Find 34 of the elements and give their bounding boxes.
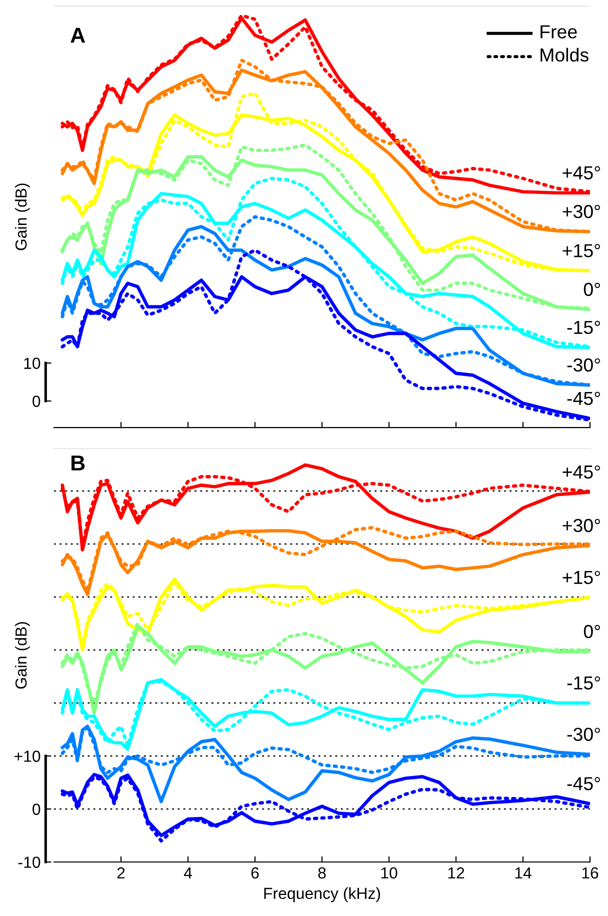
annotation: A xyxy=(70,28,86,43)
series-label: 0° xyxy=(584,282,600,296)
annotation: Free xyxy=(540,25,577,38)
series-label: +15° xyxy=(562,244,600,258)
series-label: -15° xyxy=(567,320,600,334)
series-label: +45° xyxy=(562,465,600,479)
series-label: +15° xyxy=(562,570,600,584)
series-label: +30° xyxy=(562,204,600,218)
y-axis-title: Gain (dB) xyxy=(14,184,30,250)
x-tick-label: 2 xyxy=(117,867,125,878)
x-tick-label: 12 xyxy=(448,867,464,878)
y-tick-label: 0 xyxy=(32,804,40,815)
series-label: -45° xyxy=(567,392,600,406)
y-tick-label: 10 xyxy=(24,358,40,369)
series-label: -30° xyxy=(567,358,600,372)
x-tick-label: 8 xyxy=(318,867,326,879)
y-tick-label: -10 xyxy=(18,856,40,868)
x-tick-label: 10 xyxy=(381,867,398,879)
series-label: -45° xyxy=(567,776,600,790)
annotation: Molds xyxy=(540,48,588,62)
y-axis-title: Gain (dB) xyxy=(14,622,30,689)
x-tick-label: 6 xyxy=(251,867,259,879)
x-tick-label: 16 xyxy=(582,867,598,879)
series-label: -30° xyxy=(567,728,600,741)
x-axis-title: Frequency (kHz) xyxy=(264,887,380,902)
series-label: +45° xyxy=(562,166,600,180)
x-tick-label: 14 xyxy=(515,867,532,878)
x-tick-label: 4 xyxy=(184,867,192,878)
y-tick-label: 0 xyxy=(32,396,40,407)
series-label: 0° xyxy=(584,624,600,638)
y-tick-label: +10 xyxy=(14,750,40,762)
series-label: -15° xyxy=(567,676,600,690)
annotation: B xyxy=(72,456,85,470)
series-label: +30° xyxy=(562,518,600,532)
